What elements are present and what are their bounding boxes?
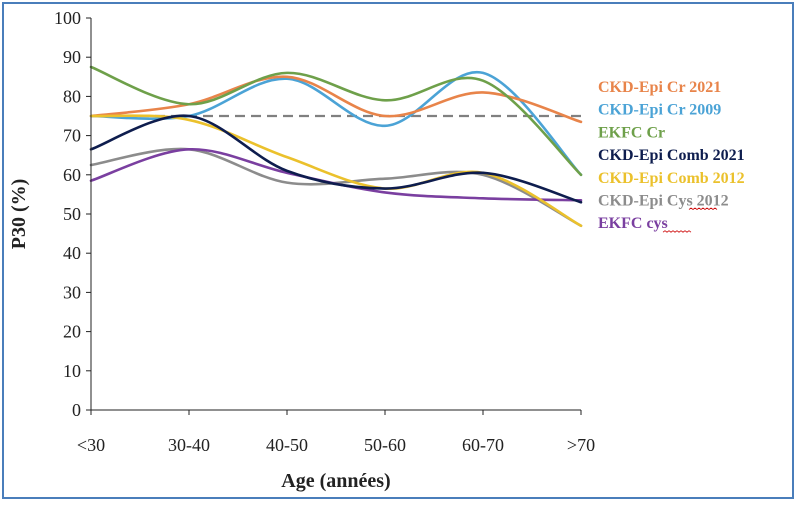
y-tick-labels: 0 10 20 30 40 50 60 70 80 90 100: [54, 8, 81, 420]
legend: CKD-Epi Cr 2021 CKD-Epi Cr 2009 EKFC Cr CKD…: [598, 79, 745, 233]
x-axis-title: Age (années): [281, 470, 390, 492]
legend-entry-ckd-epi-cr-2021: CKD-Epi Cr 2021: [598, 79, 721, 96]
y-tick-label: 10: [63, 361, 81, 381]
axes-layer: [86, 17, 582, 415]
legend-entry-ckd-epi-comb-2021: CKD-Epi Comb 2021: [598, 147, 745, 164]
y-tick-label: 30: [63, 282, 81, 302]
series-line-ckd-epi-cr-2009: [89, 70, 583, 177]
y-tick-label: 20: [63, 322, 81, 342]
y-tick-label: 60: [63, 165, 81, 185]
legend-entry-ekfc-cys: EKFC cys: [598, 215, 668, 232]
series-line-ckd-epi-comb-2012: [89, 114, 583, 228]
y-tick-label: 80: [63, 86, 81, 106]
x-tick-label: 50-60: [364, 435, 406, 455]
legend-entry-ckd-epi-cys-2012: CKD-Epi Cys 2012: [598, 193, 729, 210]
legend-entry-ckd-epi-comb-2012: CKD-Epi Comb 2012: [598, 170, 745, 187]
y-tick-label: 40: [63, 243, 81, 263]
chart-frame: [2, 2, 794, 499]
y-tick-label: 70: [63, 126, 81, 146]
y-tick-label: 100: [54, 8, 81, 28]
spellcheck-underline: [688, 207, 718, 210]
y-tick-label: 50: [63, 204, 81, 224]
y-axis-title: P30 (%): [8, 179, 30, 250]
x-tick-label: 30-40: [168, 435, 210, 455]
y-tick-label: 90: [63, 47, 81, 67]
series-line-ekfc-cr: [89, 65, 583, 177]
x-tick-label: >70: [567, 435, 595, 455]
y-tick-label: 0: [72, 400, 81, 420]
series-layer: [89, 65, 583, 228]
x-tick-label: 40-50: [266, 435, 308, 455]
x-tick-label: <30: [77, 435, 105, 455]
legend-entry-ekfc-cr: EKFC Cr: [598, 124, 665, 141]
x-tick-label: 60-70: [462, 435, 504, 455]
spellcheck-underline: [662, 230, 692, 233]
series-line-ckd-epi-cys-2012: [89, 147, 583, 228]
legend-entry-ckd-epi-cr-2009: CKD-Epi Cr 2009: [598, 102, 721, 119]
x-tick-labels: <30 30-40 40-50 50-60 60-70 >70: [77, 435, 595, 455]
series-line-ckd-epi-comb-2021: [89, 114, 583, 204]
